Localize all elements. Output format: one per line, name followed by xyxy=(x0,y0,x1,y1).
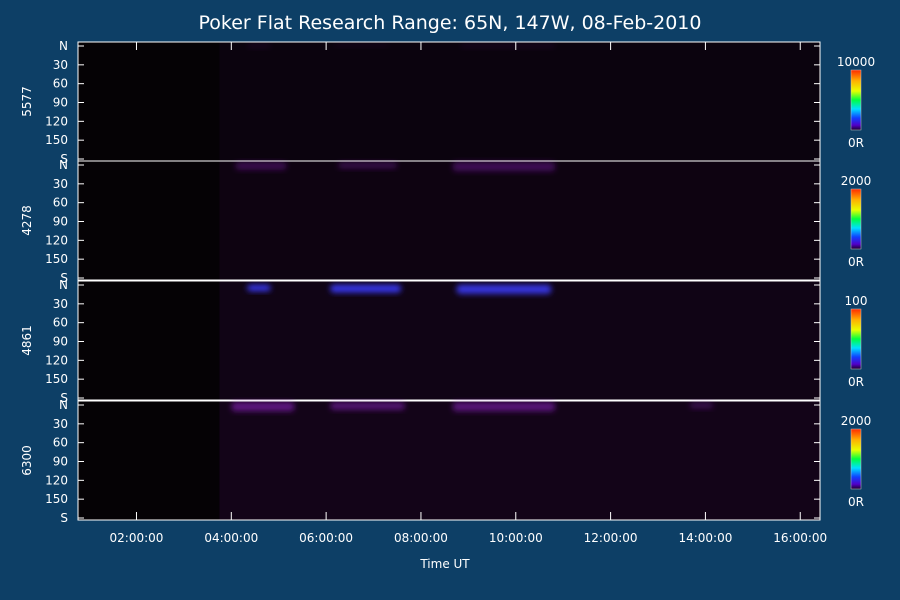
panel-4861: N 30 60 90 120 150 S 4861 100 0R xyxy=(20,278,867,405)
y-tick-label: 60 xyxy=(53,196,68,210)
panel-4278: N 30 60 90 120 150 S 4278 2000 0R xyxy=(20,158,871,285)
emission-region xyxy=(452,162,556,172)
emission-region xyxy=(334,43,390,47)
emission-region xyxy=(337,162,398,169)
x-tick-label: 02:00:00 xyxy=(110,531,164,545)
panel-label: 5577 xyxy=(20,86,34,117)
emission-region xyxy=(456,284,552,294)
y-tick-label: 90 xyxy=(53,96,68,110)
data-field xyxy=(219,281,820,400)
y-tick-label: S xyxy=(60,152,68,166)
panel-frame xyxy=(77,400,821,521)
data-field xyxy=(219,161,820,280)
colorbar xyxy=(850,428,862,490)
panel-label: 6300 xyxy=(20,445,34,476)
y-tick-label: N xyxy=(59,39,68,53)
colorbar-max-label: 10000 xyxy=(837,55,875,69)
x-tick-label: 04:00:00 xyxy=(204,531,258,545)
panel-label: 4861 xyxy=(20,325,34,356)
y-tick-label: 120 xyxy=(45,114,68,128)
emission-region xyxy=(235,162,287,170)
y-tick-label: N xyxy=(59,398,68,412)
y-tick-label: S xyxy=(60,511,68,525)
panel-frame xyxy=(77,160,821,281)
y-tick-label: 30 xyxy=(53,297,68,311)
colorbar-min-label: 0R xyxy=(848,136,864,150)
panel-6300: N 30 60 90 120 150 S 6300 2000 0R xyxy=(20,398,871,525)
emission-region xyxy=(231,402,295,412)
y-tick-label: 90 xyxy=(53,215,68,229)
y-tick-label: S xyxy=(60,271,68,285)
panels-group: N 30 60 90 120 150 S 5577 10000 0R N 30 60 90 120 150 S 4… xyxy=(20,39,875,525)
y-tick-label: S xyxy=(60,391,68,405)
y-tick-label: 60 xyxy=(53,316,68,330)
y-tick-label: 150 xyxy=(45,372,68,386)
colorbar-max-label: 100 xyxy=(845,294,868,308)
y-tick-label: 150 xyxy=(45,492,68,506)
y-tick-label: 150 xyxy=(45,252,68,266)
panel-background xyxy=(78,401,820,520)
y-tick-label: 120 xyxy=(45,233,68,247)
y-tick-label: 30 xyxy=(53,58,68,72)
colorbar xyxy=(850,308,862,370)
y-tick-label: 90 xyxy=(53,335,68,349)
data-field xyxy=(219,401,820,520)
y-tick-label: 120 xyxy=(45,353,68,367)
x-tick-label: 14:00:00 xyxy=(678,531,732,545)
chart-title: Poker Flat Research Range: 65N, 147W, 08… xyxy=(199,12,702,34)
x-tick-label: 16:00:00 xyxy=(773,531,827,545)
emission-region xyxy=(452,402,556,412)
colorbar xyxy=(850,188,862,250)
colorbar-max-label: 2000 xyxy=(841,174,872,188)
panel-5577: N 30 60 90 120 150 S 5577 10000 0R xyxy=(20,39,875,166)
x-tick-label: 10:00:00 xyxy=(489,531,543,545)
colorbar xyxy=(850,69,862,131)
x-tick-label: 06:00:00 xyxy=(299,531,353,545)
emission-region xyxy=(460,43,556,49)
x-axis: 02:00:00 04:00:00 06:00:00 08:00:00 10:00:00… xyxy=(110,42,827,545)
x-tick-label: 08:00:00 xyxy=(394,531,448,545)
panel-background xyxy=(78,281,820,400)
emission-region xyxy=(247,43,271,49)
y-tick-label: 60 xyxy=(53,436,68,450)
y-tick-label: 120 xyxy=(45,473,68,487)
panel-label: 4278 xyxy=(20,205,34,236)
x-tick-label: 12:00:00 xyxy=(584,531,638,545)
colorbar-min-label: 0R xyxy=(848,495,864,509)
emission-region xyxy=(689,402,714,409)
emission-region xyxy=(247,284,271,292)
y-tick-label: 90 xyxy=(53,455,68,469)
panel-background xyxy=(78,161,820,280)
panel-background xyxy=(78,42,820,161)
panel-frame xyxy=(77,280,821,401)
y-tick-label: 60 xyxy=(53,77,68,91)
emission-region xyxy=(330,402,406,410)
y-tick-label: 30 xyxy=(53,417,68,431)
y-tick-label: N xyxy=(59,158,68,172)
y-tick-label: 150 xyxy=(45,133,68,147)
emission-region xyxy=(330,284,402,293)
colorbar-min-label: 0R xyxy=(848,375,864,389)
colorbar-min-label: 0R xyxy=(848,255,864,269)
data-field xyxy=(219,42,820,161)
y-tick-label: N xyxy=(59,278,68,292)
y-tick-label: 30 xyxy=(53,177,68,191)
colorbar-max-label: 2000 xyxy=(841,414,872,428)
x-axis-label: Time UT xyxy=(419,557,470,571)
